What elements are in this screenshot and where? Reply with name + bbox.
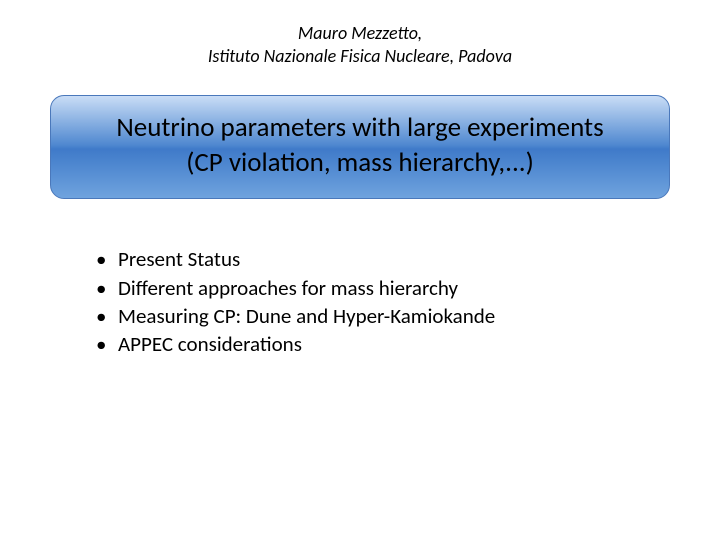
title-line-2: (CP violation, mass hierarchy,...) [71,145,649,180]
list-item: Different approaches for mass hierarchy [96,274,720,302]
title-box: Neutrino parameters with large experimen… [50,95,670,199]
list-item: Present Status [96,245,720,273]
list-item: Measuring CP: Dune and Hyper-Kamiokande [96,302,720,330]
title-line-1: Neutrino parameters with large experimen… [71,110,649,145]
slide-header: Mauro Mezzetto, Istituto Nazionale Fisic… [0,0,720,67]
affiliation-line: Istituto Nazionale Fisica Nucleare, Pado… [0,45,720,68]
bullet-list: Present Status Different approaches for … [96,245,720,358]
author-line: Mauro Mezzetto, [0,22,720,45]
list-item: APPEC considerations [96,330,720,358]
